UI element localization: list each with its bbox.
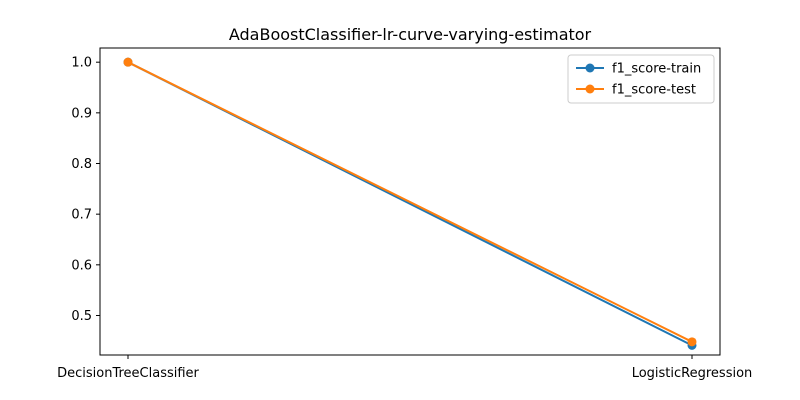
chart-title: AdaBoostClassifier-lr-curve-varying-esti…: [229, 25, 592, 44]
x-tick-label: DecisionTreeClassifier: [57, 366, 199, 381]
data-point-f1_score-test: [123, 57, 133, 67]
x-axis: DecisionTreeClassifier LogisticRegression: [57, 355, 752, 381]
y-tick-label: 0.8: [71, 157, 92, 172]
y-tick-label: 0.5: [71, 309, 92, 324]
legend: f1_score-train f1_score-test: [567, 54, 715, 104]
series-layer: [123, 57, 697, 350]
legend-label: f1_score-test: [612, 83, 696, 98]
y-tick-label: 0.9: [71, 106, 92, 121]
series-line-f1_score-test: [127, 61, 693, 343]
data-point-f1_score-test: [687, 337, 697, 347]
x-tick-label: LogisticRegression: [632, 366, 753, 381]
legend-marker: [585, 63, 595, 73]
legend-marker: [585, 84, 595, 94]
y-axis: 0.5 0.6 0.7 0.8 0.9 1.0: [71, 56, 100, 324]
plot-frame: [99, 47, 721, 356]
y-tick-label: 0.7: [71, 208, 92, 223]
legend-items: f1_score-train f1_score-test: [576, 62, 701, 98]
y-tick-label: 1.0: [71, 56, 92, 71]
legend-box: [567, 54, 715, 104]
legend-label: f1_score-train: [612, 62, 701, 77]
y-tick-label: 0.6: [71, 258, 92, 273]
